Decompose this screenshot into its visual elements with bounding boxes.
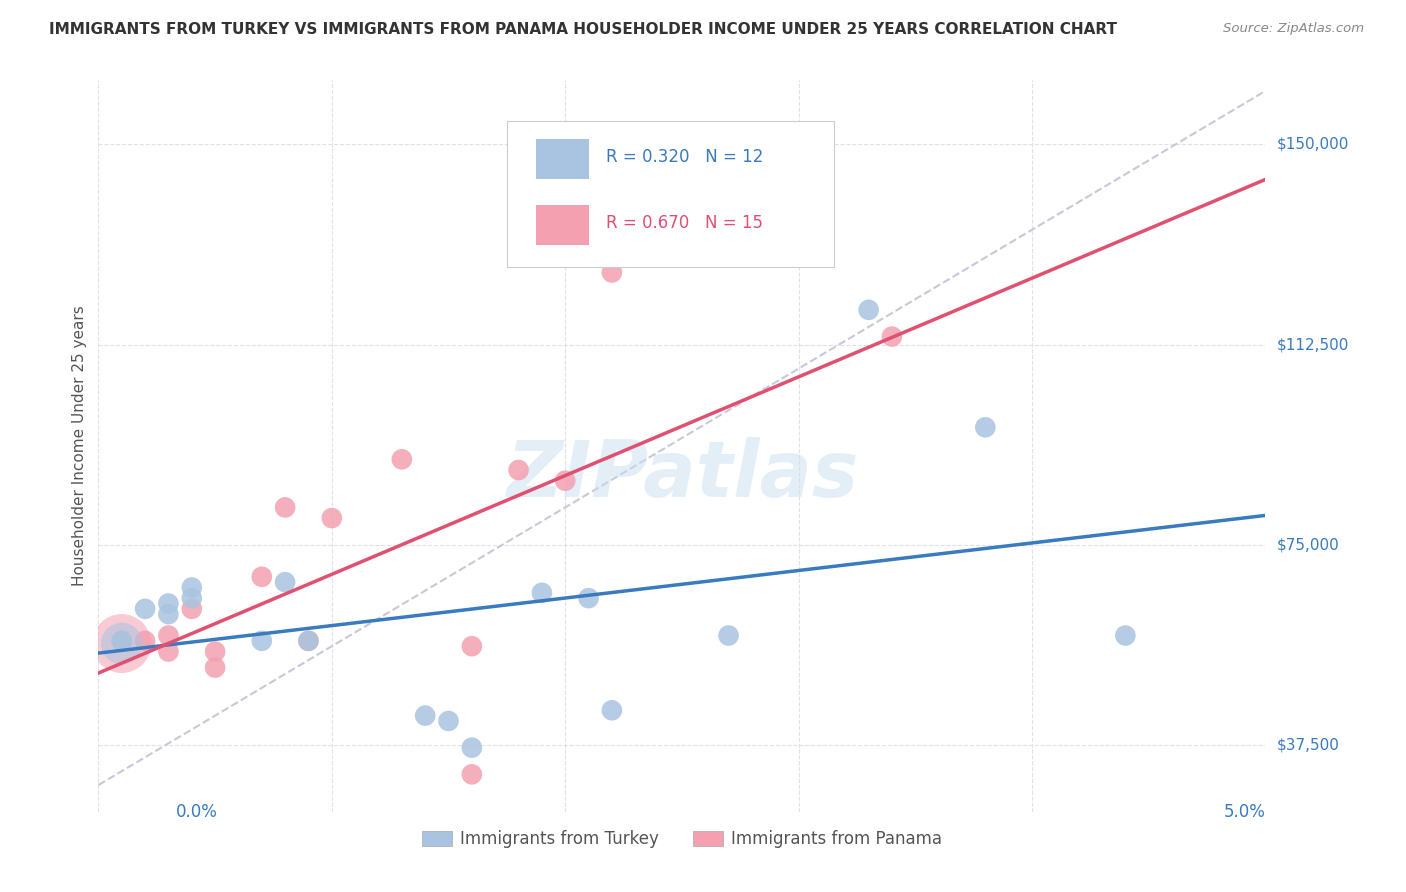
Point — [157, 628, 180, 642]
Point — [437, 714, 460, 728]
Point — [157, 644, 180, 658]
Point — [461, 740, 484, 755]
Point — [413, 708, 436, 723]
Point — [297, 633, 319, 648]
Point — [600, 703, 623, 717]
Point — [297, 633, 319, 648]
Point — [461, 767, 484, 781]
Text: $37,500: $37,500 — [1277, 738, 1340, 753]
Point — [554, 474, 576, 488]
Point — [1114, 628, 1136, 642]
Point — [600, 265, 623, 279]
Point — [204, 660, 226, 674]
Point — [157, 607, 180, 622]
Point — [717, 628, 740, 642]
Point — [880, 329, 903, 343]
Point — [111, 633, 134, 648]
Point — [204, 644, 226, 658]
Text: IMMIGRANTS FROM TURKEY VS IMMIGRANTS FROM PANAMA HOUSEHOLDER INCOME UNDER 25 YEA: IMMIGRANTS FROM TURKEY VS IMMIGRANTS FRO… — [49, 22, 1118, 37]
Text: R = 0.320   N = 12: R = 0.320 N = 12 — [606, 148, 763, 166]
Point — [274, 500, 297, 515]
Point — [391, 452, 413, 467]
Text: $150,000: $150,000 — [1277, 136, 1348, 152]
Point — [180, 602, 202, 616]
Point — [461, 639, 484, 653]
Point — [111, 636, 134, 650]
Text: $75,000: $75,000 — [1277, 537, 1340, 552]
Text: R = 0.670   N = 15: R = 0.670 N = 15 — [606, 214, 763, 232]
Point — [111, 633, 134, 648]
Point — [134, 633, 156, 648]
Point — [974, 420, 997, 434]
Point — [250, 570, 273, 584]
Point — [157, 597, 180, 611]
Text: ZIPatlas: ZIPatlas — [506, 437, 858, 513]
Point — [578, 591, 600, 606]
FancyBboxPatch shape — [536, 204, 589, 244]
Point — [250, 633, 273, 648]
Point — [180, 591, 202, 606]
Text: Source: ZipAtlas.com: Source: ZipAtlas.com — [1223, 22, 1364, 36]
FancyBboxPatch shape — [508, 120, 834, 267]
Point — [321, 511, 343, 525]
Point — [274, 575, 297, 590]
Point — [858, 302, 880, 317]
Point — [180, 581, 202, 595]
Point — [134, 602, 156, 616]
Point — [508, 463, 530, 477]
FancyBboxPatch shape — [536, 139, 589, 179]
Point — [111, 636, 134, 650]
Text: 5.0%: 5.0% — [1223, 803, 1265, 821]
Text: $112,500: $112,500 — [1277, 337, 1348, 352]
Legend: Immigrants from Turkey, Immigrants from Panama: Immigrants from Turkey, Immigrants from … — [415, 823, 949, 855]
Text: 0.0%: 0.0% — [176, 803, 218, 821]
Y-axis label: Householder Income Under 25 years: Householder Income Under 25 years — [72, 306, 87, 586]
Point — [530, 586, 553, 600]
